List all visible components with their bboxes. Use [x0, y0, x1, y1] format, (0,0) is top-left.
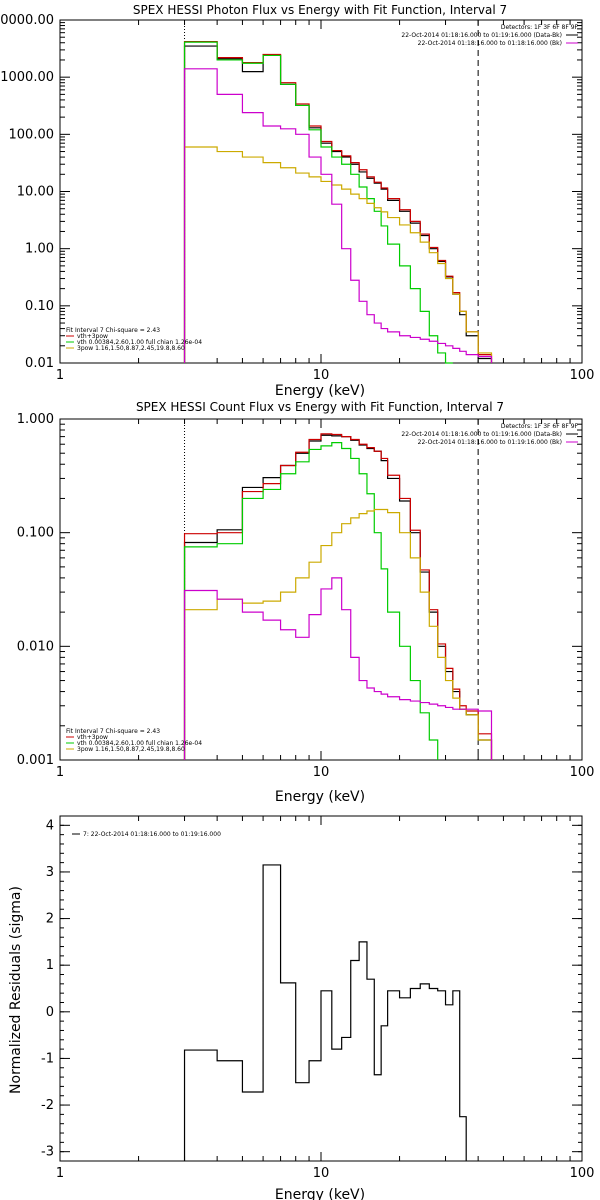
legend-entry-text: vth 0.00384,2.60,1.00 full chian 1.26e-0…: [77, 339, 202, 346]
series-line: [183, 41, 453, 364]
series-line: [183, 864, 467, 1161]
legend-entry-text: 22-Oct-2014 01:18:16.000 to 01:19:16.000…: [401, 431, 562, 438]
axis-ticks: 1 10 100 0.01 0.10 1.00 10.00 100.00 1000.00 1000…: [0, 13, 594, 383]
plot-frame: [59, 815, 583, 1162]
y-tick-label: 100.00: [9, 127, 55, 142]
plot-frame: [59, 19, 583, 364]
legend-left: Fit Interval 7 Chi-square = 2.43vth+3pow…: [66, 327, 202, 352]
legend-entry-text: Detectors: 1F 3F 6F 8F 9F: [501, 423, 579, 430]
x-tick-label: 100: [570, 765, 595, 780]
series-lines: [183, 433, 493, 760]
series-line: [183, 508, 493, 760]
panel-count-flux: SPEX HESSI Count Flux vs Energy with Fit…: [17, 400, 595, 805]
x-tick-label: 10: [313, 765, 330, 780]
x-tick-label: 100: [570, 368, 595, 383]
y-axis-label: Normalized Residuals (sigma): [8, 886, 24, 1094]
legend-entry-text: 22-Oct-2014 01:18:16.000 to 01:18:16.000…: [418, 40, 562, 47]
x-axis-label: Energy (keV): [275, 789, 365, 805]
y-tick-label: -3: [41, 1145, 54, 1160]
y-tick-label: 10.00: [17, 185, 54, 200]
legend-left: 7: 22-Oct-2014 01:18:16.000 to 01:19:16.…: [72, 831, 221, 838]
x-tick-label: 1: [56, 765, 64, 780]
series-line: [183, 577, 493, 760]
series-line: [183, 441, 439, 760]
x-tick-label: 100: [570, 1166, 595, 1181]
panel-title: SPEX HESSI Count Flux vs Energy with Fit…: [136, 400, 504, 414]
panel-title: SPEX HESSI Photon Flux vs Energy with Fi…: [133, 3, 507, 17]
legend-entry-text: 3pow 1.16,1.50,8.87,2.45,19.8,8.60: [77, 746, 185, 753]
legend-entry-text: Fit Interval 7 Chi-square = 2.43: [66, 327, 160, 334]
panel-residuals: 1 10 100 -3 -2 -1 0 1 2 3 4 7: 22-Oct-2014 01:18:1…: [8, 815, 594, 1200]
panel-photon-flux: SPEX HESSI Photon Flux vs Energy with Fi…: [0, 3, 594, 399]
y-tick-label: 1.00: [25, 242, 54, 257]
y-tick-label: 0: [46, 1005, 54, 1020]
series-lines: [183, 864, 467, 1161]
y-tick-label: 3: [46, 865, 54, 880]
legend-entry-text: vth+3pow: [77, 734, 108, 741]
series-line: [183, 40, 493, 363]
y-tick-label: 1000.00: [0, 70, 54, 85]
legend-entry-text: vth 0.00384,2.60,1.00 full chian 1.26e-0…: [77, 740, 202, 747]
series-line: [183, 146, 493, 363]
y-tick-label: 4: [46, 818, 54, 833]
x-tick-label: 10: [313, 368, 330, 383]
legend-entry-text: Detectors: 1F 3F 6F 8F 9F: [501, 24, 579, 31]
series-line: [183, 68, 493, 363]
legend-entry-text: 22-Oct-2014 01:18:16.000 to 01:19:16.000…: [401, 32, 562, 39]
series-line: [183, 433, 493, 760]
reference-lines: [184, 419, 479, 760]
y-tick-label: 2: [46, 912, 54, 927]
axis-ticks: 1 10 100 0.001 0.010 0.100 1.000: [17, 412, 595, 780]
x-tick-label: 1: [56, 368, 64, 383]
legend-entry-text: Fit Interval 7 Chi-square = 2.43: [66, 728, 160, 735]
y-tick-label: 1.000: [17, 412, 54, 427]
series-lines: [183, 40, 493, 364]
legend-entry-text: vth+3pow: [77, 333, 108, 340]
legend-left: Fit Interval 7 Chi-square = 2.43vth+3pow…: [66, 728, 202, 753]
y-tick-label: -2: [41, 1098, 54, 1113]
series-line: [183, 434, 493, 760]
x-tick-label: 10: [313, 1166, 330, 1181]
y-tick-label: 10000.00: [0, 13, 54, 28]
legend-entry-text: 3pow 1.16,1.50,8.87,2.45,19.8,8.60: [77, 345, 185, 352]
axis-ticks: 1 10 100 -3 -2 -1 0 1 2 3 4: [41, 816, 594, 1181]
y-tick-label: 0.100: [17, 526, 54, 541]
y-tick-label: 0.10: [25, 299, 54, 314]
y-tick-label: -1: [41, 1051, 54, 1066]
y-tick-label: 0.001: [17, 753, 54, 768]
x-tick-label: 1: [56, 1166, 64, 1181]
legend-entry-text: 7: 22-Oct-2014 01:18:16.000 to 01:19:16.…: [83, 831, 221, 838]
y-tick-label: 0.010: [17, 639, 54, 654]
legend-entry-text: 22-Oct-2014 01:18:16.000 to 01:19:16.000…: [418, 439, 562, 446]
y-tick-label: 1: [46, 958, 54, 973]
y-tick-label: 0.01: [25, 356, 54, 371]
x-axis-label: Energy (keV): [275, 383, 365, 399]
x-axis-label: Energy (keV): [275, 1187, 365, 1200]
